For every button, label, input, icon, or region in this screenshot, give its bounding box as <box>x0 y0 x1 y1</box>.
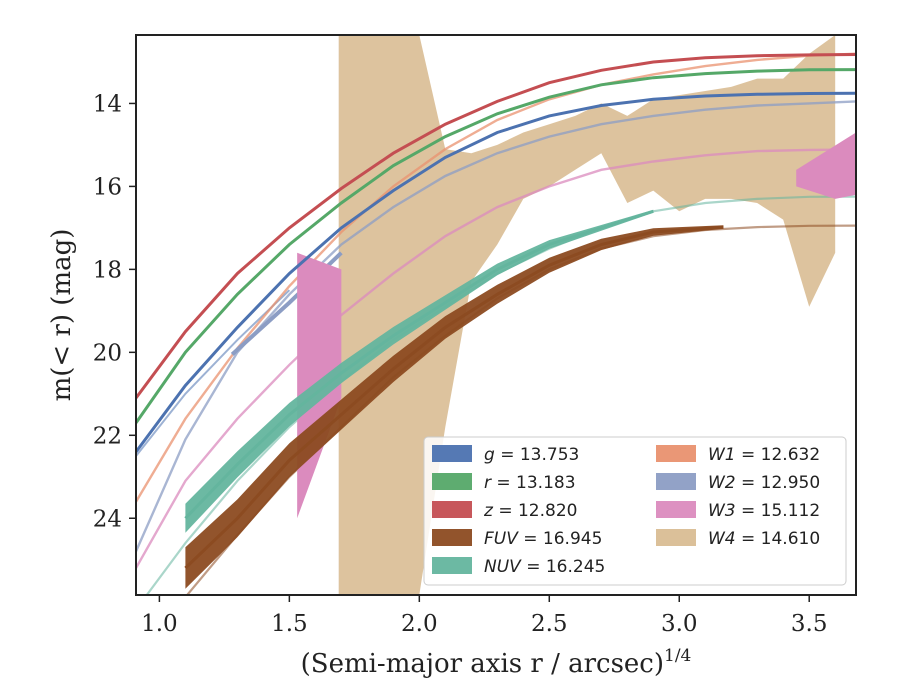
legend-swatch-fuv <box>432 529 472 546</box>
legend-label-r: r = 13.183 <box>484 473 576 493</box>
x-tick-label: 3.5 <box>791 611 828 637</box>
legend-band-value: = 12.632 <box>736 445 821 465</box>
x-tick-label: 1.0 <box>141 611 178 637</box>
series-g-faint-line <box>136 289 291 457</box>
legend-label-fuv: FUV = 16.945 <box>484 529 602 549</box>
y-axis: 14 16 18 20 22 24 <box>93 91 136 532</box>
plot-frame <box>135 34 857 596</box>
legend-band-value: = 12.820 <box>493 501 578 521</box>
legend-swatch-r <box>432 473 472 490</box>
series-nuv-line <box>184 209 654 520</box>
legend-swatch-w2 <box>656 473 696 490</box>
x-axis-title-sup: 1/4 <box>664 646 691 666</box>
legend-label-w4: W4 = 14.610 <box>708 529 820 549</box>
series-g-line <box>136 91 856 453</box>
legend-band-value: = 16.945 <box>518 529 603 549</box>
legend-swatch-z <box>432 501 472 518</box>
legend-band-name: W2 <box>708 473 736 493</box>
legend-band-value: = 12.950 <box>736 473 821 493</box>
legend-band-name: r <box>484 473 492 493</box>
x-tick-label: 3.0 <box>661 611 698 637</box>
y-tick-label: 22 <box>93 423 122 449</box>
legend-swatch-w3 <box>656 501 696 518</box>
legend-band-value: = 13.183 <box>491 473 576 493</box>
y-tick-label: 16 <box>93 174 122 200</box>
legend-label-w2: W2 = 12.950 <box>708 473 820 493</box>
series-z-line <box>136 53 856 399</box>
y-tick-label: 14 <box>93 91 122 117</box>
series-w4-band <box>338 35 836 595</box>
x-axis-title-main: (Semi-major axis r / arcsec) <box>301 649 664 679</box>
legend-band-value: = 13.753 <box>495 445 580 465</box>
series-fuv-line <box>184 225 724 570</box>
y-tick-label: 18 <box>93 257 122 283</box>
x-axis-title: (Semi-major axis r / arcsec)1/4 <box>301 646 692 679</box>
legend-band-value: = 15.112 <box>736 501 821 521</box>
legend-box <box>423 436 847 586</box>
legend-swatch-g <box>432 445 472 462</box>
y-axis-title: m(< r) (mag) <box>47 229 77 402</box>
legend-band-name: FUV <box>484 529 519 549</box>
legend-label-g: g = 13.753 <box>484 445 579 465</box>
legend-band-name: W3 <box>708 501 736 521</box>
series-w1-line <box>136 52 856 503</box>
legend-label-w1: W1 = 12.632 <box>708 445 820 465</box>
series-layer <box>136 35 856 595</box>
x-tick-label: 2.5 <box>531 611 568 637</box>
legend-band-value: = 14.610 <box>736 529 821 549</box>
legend-band-name: W4 <box>708 529 736 549</box>
legend-band-value: = 16.245 <box>521 557 606 577</box>
series-r-line <box>136 68 856 424</box>
series-w3-line <box>136 148 856 569</box>
legend-band-name: z <box>483 501 494 521</box>
y-tick-label: 20 <box>93 340 122 366</box>
x-axis: 1.0 1.5 2.0 2.5 3.0 3.5 <box>141 595 828 637</box>
legend-label-nuv: NUV = 16.245 <box>484 557 605 577</box>
legend-swatch-nuv <box>432 557 472 574</box>
legend-label-w3: W3 = 15.112 <box>708 501 820 521</box>
legend-swatch-w1 <box>656 445 696 462</box>
x-tick-label: 2.0 <box>401 611 438 637</box>
legend-band-name: W1 <box>708 445 736 465</box>
y-tick-label: 24 <box>93 506 122 532</box>
legend-band-name: NUV <box>484 557 522 577</box>
x-tick-label: 1.5 <box>271 611 308 637</box>
legend-band-name: g <box>484 445 495 465</box>
legend-label-z: z = 12.820 <box>483 501 577 521</box>
legend-swatch-w4 <box>656 529 696 546</box>
series-w3-band-right <box>796 132 856 199</box>
